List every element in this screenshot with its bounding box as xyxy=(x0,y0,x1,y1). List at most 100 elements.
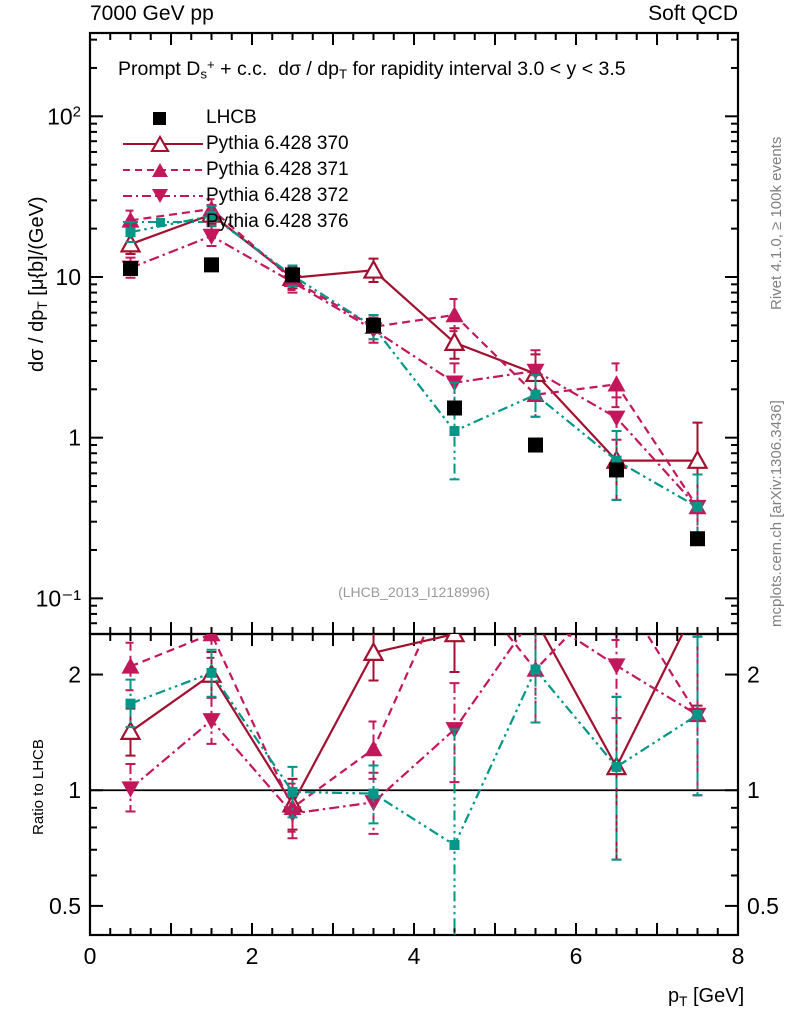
series-line xyxy=(130,667,699,847)
legend-label-lhcb: LHCB xyxy=(206,107,257,128)
data-marker xyxy=(611,455,622,466)
error-bar xyxy=(206,648,217,698)
data-marker xyxy=(686,449,709,469)
data-marker xyxy=(447,400,462,416)
series-line xyxy=(130,213,698,462)
data-marker xyxy=(443,634,466,643)
x-tick-label: 4 xyxy=(408,943,421,969)
data-marker xyxy=(692,709,703,720)
data-marker xyxy=(206,210,217,221)
legend-item-pythia-372[interactable]: Pythia 6.428 372 xyxy=(120,183,349,209)
series-line xyxy=(129,634,684,807)
error-bar xyxy=(287,765,298,819)
legend-marker-lhcb xyxy=(153,112,166,125)
data-marker xyxy=(530,664,541,675)
y-tick-label-main: 102 xyxy=(47,103,81,129)
data-marker xyxy=(445,306,464,323)
y-tick-label-ratio: 2 xyxy=(68,662,81,688)
data-marker xyxy=(204,257,219,273)
plot-title: Prompt Ds+ + c.c. dσ / dpT for rapidity … xyxy=(118,57,626,82)
main-series-Pythia-6-428-371 xyxy=(121,198,707,542)
data-marker xyxy=(528,437,543,453)
y-tick-label-ratio: 1 xyxy=(68,777,81,803)
error-bar xyxy=(692,635,703,797)
legend-marker-pythia-370 xyxy=(123,134,203,153)
header-right: Soft QCD xyxy=(648,2,738,25)
data-marker xyxy=(526,363,545,380)
data-marker xyxy=(364,795,383,812)
data-marker xyxy=(449,840,460,851)
data-marker xyxy=(121,781,140,798)
legend: LHCB Pythia 6.428 370 Pythia 6.428 371 P… xyxy=(120,105,349,235)
legend-marker-pythia-372 xyxy=(123,189,203,203)
data-marker xyxy=(689,595,707,611)
y-tick-label-ratio-right: 0.5 xyxy=(747,893,779,919)
data-marker xyxy=(119,232,142,253)
data-marker xyxy=(121,657,140,674)
data-marker xyxy=(607,410,626,427)
legend-label-pythia-370: Pythia 6.428 370 xyxy=(206,133,349,154)
data-marker xyxy=(202,634,221,642)
ratio-series-Pythia-6-428-370 xyxy=(119,595,707,861)
legend-marker-pythia-376 xyxy=(123,218,203,227)
data-marker xyxy=(690,531,705,547)
data-marker xyxy=(609,462,624,478)
data-marker xyxy=(202,713,221,730)
data-marker xyxy=(362,641,385,661)
data-marker xyxy=(366,317,381,333)
plot-title-text: Prompt Ds+ + c.c. dσ / dpT for rapidity … xyxy=(118,57,626,82)
data-marker xyxy=(449,426,460,437)
x-axis-label-text: pT [GeV] xyxy=(668,985,745,1009)
x-tick-label: 0 xyxy=(84,943,97,969)
data-marker xyxy=(123,260,138,276)
y-tick-label-main: 1 xyxy=(68,425,81,451)
data-marker xyxy=(527,611,545,627)
data-marker xyxy=(607,658,626,675)
error-bar xyxy=(611,634,622,641)
generated-plot: 10⁻¹ 1 10 102 0.5 0.5 1 1 2 2 0 2 4 6 8 xyxy=(36,31,779,969)
data-marker xyxy=(607,375,626,392)
data-marker xyxy=(608,576,626,592)
data-marker xyxy=(446,559,464,575)
x-tick-label: 8 xyxy=(732,943,745,969)
series-line xyxy=(130,234,699,508)
data-marker xyxy=(283,806,302,823)
legend-item-pythia-370[interactable]: Pythia 6.428 370 xyxy=(120,131,349,157)
y-tick-label-ratio: 0.5 xyxy=(49,893,81,919)
x-tick-label: 2 xyxy=(246,943,259,969)
series-line xyxy=(129,634,699,815)
legend-marker-pythia-371 xyxy=(123,163,203,177)
data-marker xyxy=(121,211,140,228)
data-marker xyxy=(287,786,298,797)
data-marker xyxy=(125,698,136,709)
data-marker xyxy=(692,502,703,513)
legend-label-pythia-371: Pythia 6.428 371 xyxy=(206,159,349,180)
legend-item-pythia-376[interactable]: Pythia 6.428 376 xyxy=(120,209,349,235)
analysis-watermark: (LHCB_2013_I1218996) xyxy=(338,584,490,600)
header-left: 7000 GeV pp xyxy=(90,2,214,25)
legend-label-pythia-376: Pythia 6.428 376 xyxy=(206,211,349,232)
data-marker xyxy=(611,761,622,772)
error-bar xyxy=(611,695,622,861)
ratio-series-Pythia-6-428-372 xyxy=(121,606,707,840)
x-tick-label: 6 xyxy=(570,943,583,969)
y-tick-label-ratio-right: 2 xyxy=(747,662,760,688)
data-marker xyxy=(530,389,541,400)
data-marker xyxy=(364,740,383,757)
x-axis-label: pT [GeV] xyxy=(668,985,744,1009)
y-tick-label-main: 10 xyxy=(55,264,81,290)
error-bar xyxy=(125,678,136,729)
legend-item-pythia-371[interactable]: Pythia 6.428 371 xyxy=(120,157,349,183)
series-line xyxy=(130,207,699,508)
series-line xyxy=(130,214,699,509)
data-marker xyxy=(368,788,379,799)
data-marker xyxy=(362,259,385,279)
ratio-series-Pythia-6-428-376 xyxy=(125,634,703,935)
data-marker xyxy=(202,228,221,245)
data-marker xyxy=(527,606,545,622)
data-marker xyxy=(285,267,300,283)
data-marker xyxy=(206,667,217,678)
legend-label-pythia-372: Pythia 6.428 372 xyxy=(206,185,349,206)
legend-item-lhcb[interactable]: LHCB xyxy=(120,105,349,131)
